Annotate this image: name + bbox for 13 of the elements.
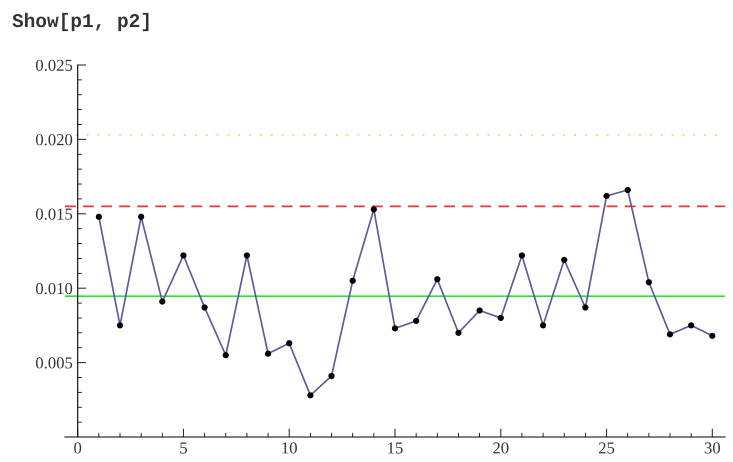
- chart-title: Show[p1, p2]: [12, 12, 148, 32]
- y-tick-label: 0.025: [36, 60, 72, 72]
- x-tick-label: 25: [598, 442, 614, 454]
- x-tick-label: 30: [704, 442, 720, 454]
- y-tick-label: 0.015: [36, 208, 72, 220]
- x-tick-label: 15: [388, 442, 403, 454]
- x-tick-label: 20: [493, 442, 508, 454]
- y-tick-label: 0.005: [36, 357, 72, 369]
- y-tick-label: 0.020: [36, 134, 72, 146]
- y-tick-label: 0.010: [36, 282, 72, 294]
- x-tick-label: 0: [74, 442, 82, 454]
- x-tick-label: 5: [180, 442, 187, 454]
- x-tick-label: 10: [282, 442, 297, 454]
